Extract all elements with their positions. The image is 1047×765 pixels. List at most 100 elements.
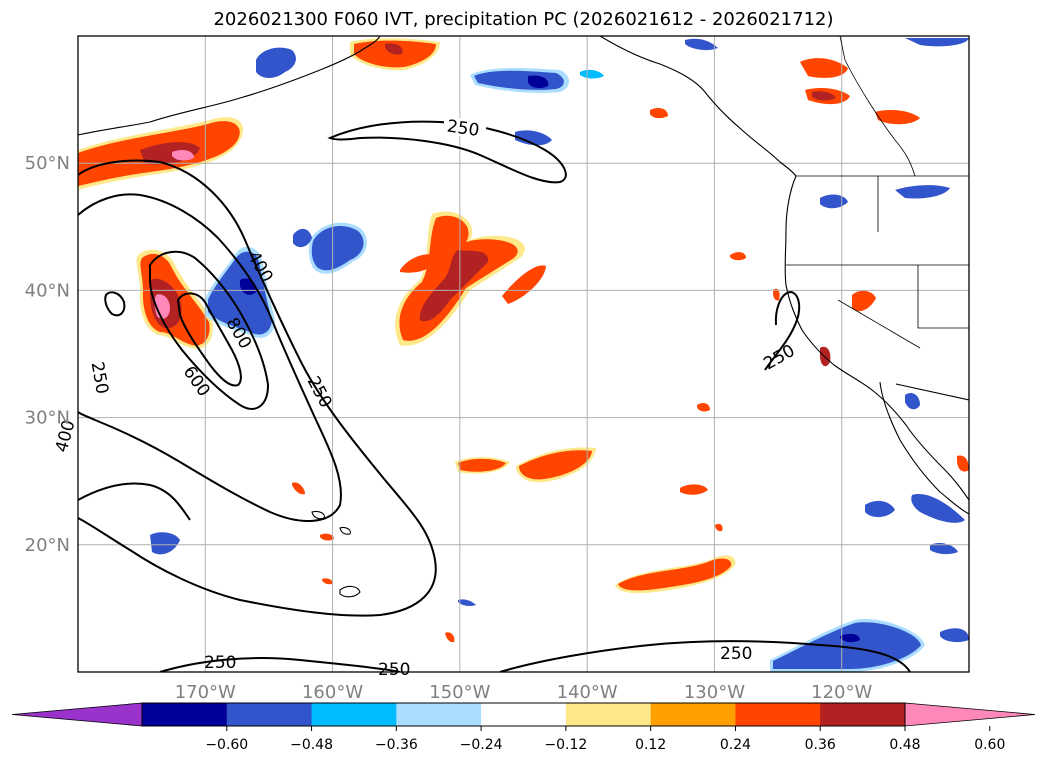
precip-region	[208, 251, 272, 335]
precip-region	[458, 458, 506, 472]
contour-label: 250	[378, 660, 410, 680]
precip-region	[685, 38, 718, 51]
precip-region	[458, 599, 476, 606]
ivt-contour-800	[176, 292, 242, 387]
precip-region	[502, 265, 546, 304]
precip-region	[895, 185, 950, 199]
precip-region	[320, 533, 334, 541]
colorbar-swatch	[311, 703, 397, 726]
precip-region	[820, 194, 848, 209]
precip-region	[911, 494, 965, 523]
colorbar-swatch	[396, 703, 482, 726]
precip-region	[852, 290, 876, 312]
contour-label: 250	[446, 117, 481, 141]
map-frame	[77, 35, 970, 673]
colorbar-tick-label: 0.48	[889, 737, 920, 753]
precip-region	[322, 578, 333, 585]
precip-region	[650, 108, 668, 119]
colorbar-extend-low	[11, 702, 143, 727]
precip-region	[773, 288, 780, 301]
colorbar-frame	[141, 702, 906, 727]
colorbar: −0.60 −0.48 −0.36 −0.24 −0.12 0.12 0.24 0.36 0.4…	[11, 702, 1036, 753]
lat-tick-label: 30°N	[25, 408, 70, 429]
contour-label: 250	[720, 644, 752, 664]
ivt-contour-250	[499, 640, 911, 672]
precip-region	[445, 632, 455, 643]
ivt-contours	[78, 120, 911, 672]
precip-region	[905, 38, 969, 47]
lon-tick-label: 120°W	[811, 682, 872, 703]
precip-region	[940, 628, 969, 643]
precip-region	[385, 43, 403, 55]
baja-coastline	[879, 381, 969, 515]
colorbar-tick-label: −0.24	[460, 737, 503, 753]
state-border	[786, 176, 969, 349]
precip-region	[400, 254, 440, 273]
hawaii-island	[339, 526, 351, 535]
precip-region	[311, 225, 364, 271]
precip-region	[715, 523, 723, 532]
ivt-contour-400	[78, 193, 342, 522]
colorbar-swatch	[820, 703, 906, 726]
ivt-contour-250	[327, 120, 567, 184]
alaska-coastline	[599, 36, 797, 177]
lon-tick-label: 150°W	[429, 682, 490, 703]
colorbar-tick-label: 0.24	[720, 737, 751, 753]
precip-region	[172, 150, 194, 161]
lon-tick-label: 130°W	[684, 682, 745, 703]
coastlines	[78, 36, 969, 598]
ivt-contour-250	[78, 159, 437, 617]
lat-tick-label: 50°N	[25, 153, 70, 174]
precip-region	[800, 58, 848, 78]
precip-region	[293, 228, 312, 248]
lon-tick-label: 140°W	[557, 682, 618, 703]
colorbar-swatch	[565, 703, 652, 726]
canada-border	[839, 36, 916, 177]
precip-region	[730, 252, 746, 261]
country-border	[895, 383, 969, 401]
colorbar-swatch	[650, 703, 736, 726]
colorbar-tick-label: −0.36	[375, 737, 418, 753]
precip-region	[697, 402, 710, 412]
ivt-contour-small	[104, 291, 126, 317]
precip-region	[419, 250, 489, 322]
colorbar-tick-label: −0.48	[290, 737, 333, 753]
precip-region	[680, 484, 708, 495]
colorbar-swatch	[481, 703, 567, 726]
precip-region	[840, 633, 860, 643]
precip-region	[292, 482, 305, 495]
lat-tick-labels: 20°N 30°N 40°N 50°N	[25, 153, 70, 556]
ivt-contour-250	[159, 657, 401, 672]
ivt-contour-600	[149, 250, 270, 410]
lon-tick-label: 170°W	[175, 682, 236, 703]
precip-region	[528, 75, 549, 89]
colorbar-swatch	[226, 703, 313, 726]
precip-region	[618, 558, 732, 591]
precip-region	[930, 542, 958, 555]
precip-region	[812, 91, 836, 101]
ivt-contour-250	[764, 290, 801, 371]
precip-region	[580, 69, 604, 79]
lon-tick-labels: 170°W 160°W 150°W 140°W 130°W 120°W	[175, 682, 873, 703]
precip-region	[515, 130, 552, 146]
colorbar-tick-label: 0.60	[974, 737, 1005, 753]
precip-region	[905, 393, 920, 410]
precip-region	[773, 622, 921, 669]
na-west-coastline	[784, 175, 969, 501]
colorbar-tick-label: −0.12	[544, 737, 587, 753]
precip-region	[865, 500, 895, 518]
precip-region	[519, 450, 592, 480]
colorbar-tick-label: −0.60	[205, 737, 248, 753]
precip-region	[150, 532, 180, 555]
lon-tick-label: 160°W	[302, 682, 363, 703]
ivt-contour-250	[78, 482, 191, 521]
hawaii-island	[339, 585, 361, 598]
colorbar-tick-label: 0.36	[805, 737, 836, 753]
lat-tick-label: 20°N	[25, 535, 70, 556]
gridlines	[78, 36, 969, 672]
colorbar-swatch	[142, 703, 228, 726]
chart-title: 2026021300 F060 IVT, precipitation PC (2…	[213, 9, 834, 30]
precip-region	[256, 47, 296, 78]
alaska-coastline	[78, 36, 381, 136]
